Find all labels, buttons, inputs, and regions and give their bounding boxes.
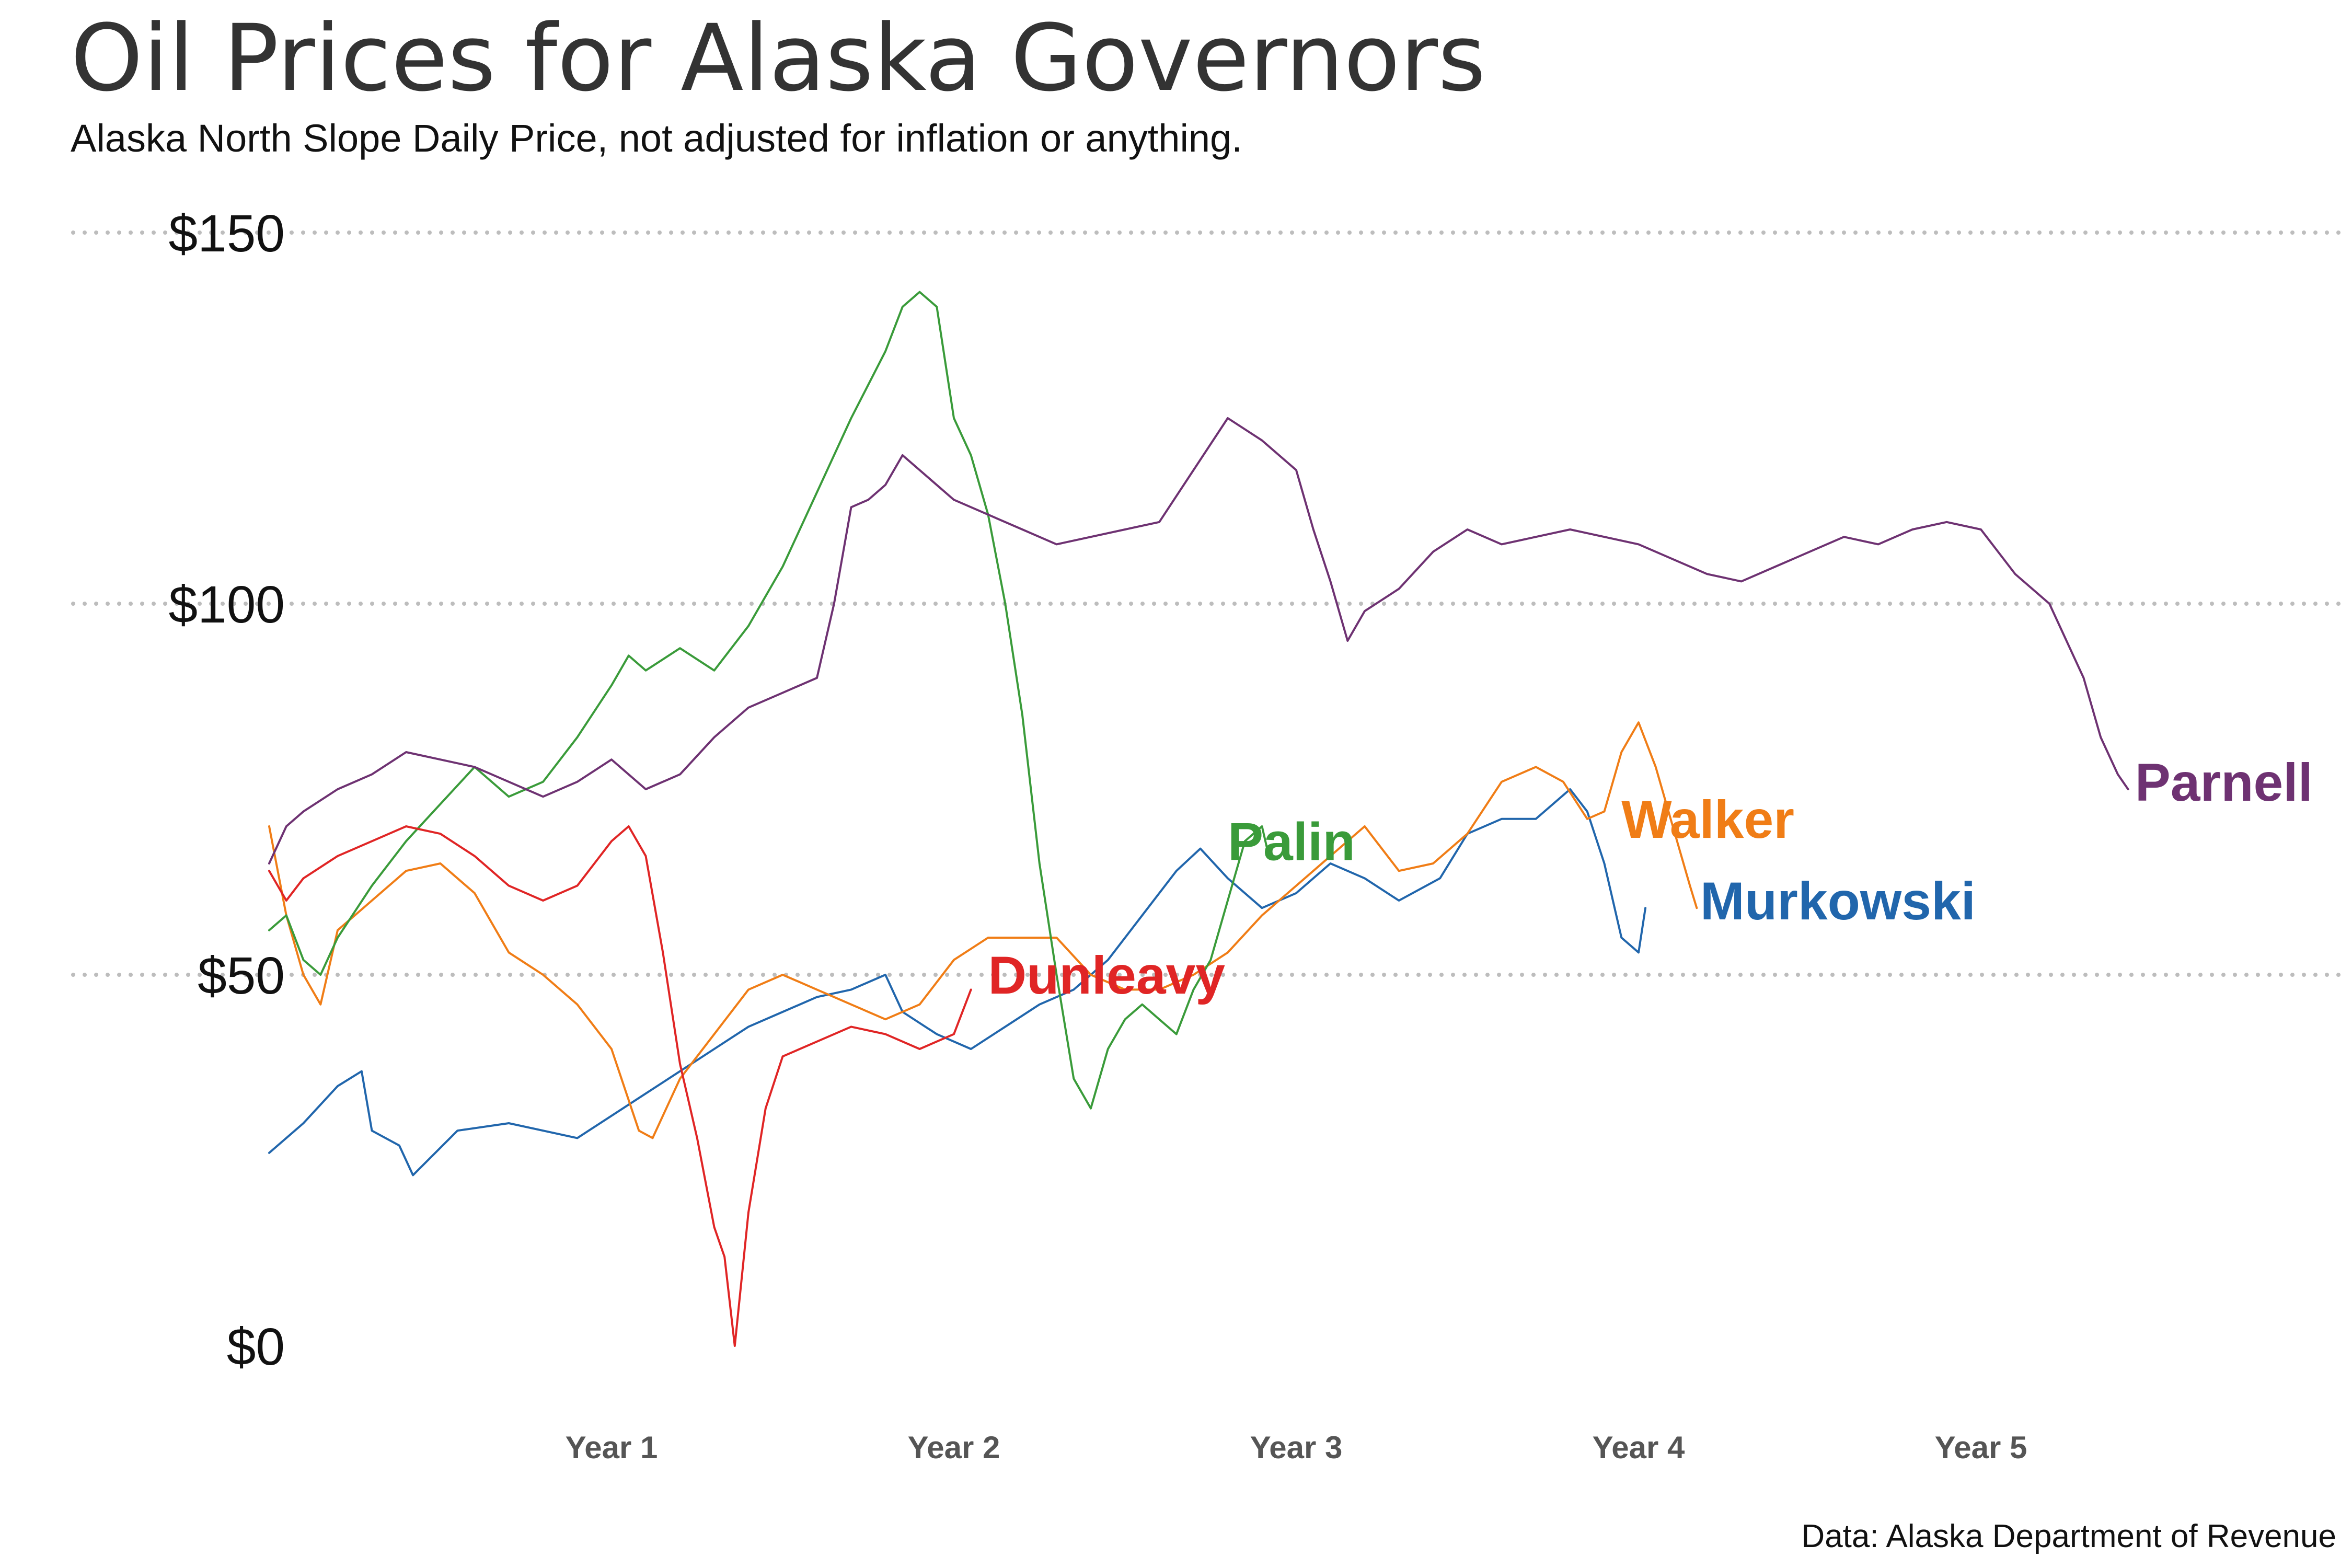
gridlines [71,230,2344,977]
series-line-dunleavy [268,825,972,1347]
series-label-walker: Walker [1621,790,1794,849]
y-tick-label: $100 [169,575,285,634]
series-line-murkowski [268,788,1647,1177]
series-lines [268,291,2129,1347]
y-tick-label: $50 [198,947,285,1005]
series-line-parnell [268,417,2129,864]
x-tick-label: Year 2 [908,1430,1000,1465]
x-tick-label: Year 4 [1593,1430,1685,1465]
x-tick-label: Year 3 [1250,1430,1343,1465]
series-label-murkowski: Murkowski [1700,871,1976,931]
series-label-parnell: Parnell [2135,753,2313,812]
chart-title: Oil Prices for Alaska Governors [71,5,1486,112]
y-tick-label: $0 [227,1318,285,1376]
x-axis-ticks: Year 1 Year 2 Year 3 Year 4 Year 5 [566,1430,2027,1465]
x-tick-label: Year 1 [566,1430,658,1465]
series-line-palin [268,291,1270,1110]
y-axis-ticks: $0 $50 $100 $150 [169,204,285,1376]
series-line-walker [268,721,1698,1139]
chart-caption: Data: Alaska Department of Revenue [1801,1518,2336,1554]
series-labels: Murkowski Walker Palin Parnell Dunleavy [988,753,2313,1005]
series-label-dunleavy: Dunleavy [988,946,1226,1005]
series-label-palin: Palin [1228,812,1355,871]
x-tick-label: Year 5 [1935,1430,2027,1465]
chart-subtitle: Alaska North Slope Daily Price, not adju… [71,117,1242,160]
y-tick-label: $150 [169,204,285,263]
